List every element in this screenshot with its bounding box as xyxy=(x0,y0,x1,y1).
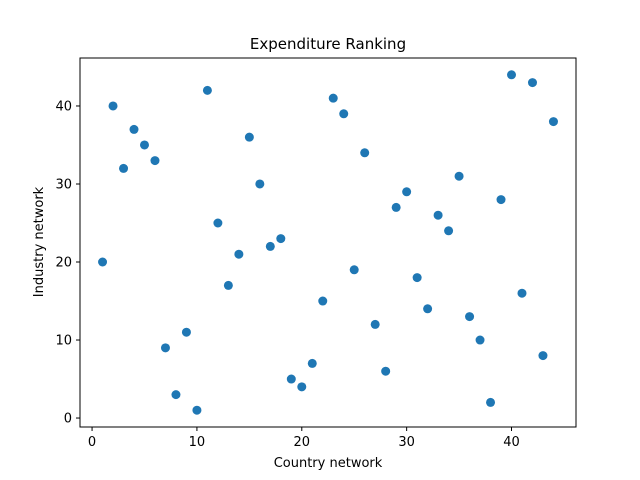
x-tick-label: 0 xyxy=(88,435,96,450)
y-tick-label: 10 xyxy=(55,334,72,349)
data-point xyxy=(202,85,212,95)
y-axis-ticks: 0 10 20 30 40 xyxy=(55,99,80,427)
y-tick-label: 20 xyxy=(55,256,72,271)
data-point xyxy=(507,70,517,80)
data-point xyxy=(98,257,108,267)
data-point xyxy=(402,187,412,197)
data-point xyxy=(360,148,370,158)
data-point xyxy=(234,249,244,259)
data-point xyxy=(171,390,181,400)
data-point xyxy=(328,93,338,103)
data-point xyxy=(297,382,307,392)
data-point xyxy=(129,124,139,134)
data-point xyxy=(423,304,433,314)
x-tick-label: 20 xyxy=(294,435,311,450)
x-tick-label: 40 xyxy=(503,435,520,450)
y-tick-label: 40 xyxy=(55,99,72,114)
data-point xyxy=(192,405,202,415)
data-point xyxy=(244,132,254,142)
y-tick-label: 0 xyxy=(64,412,72,427)
data-point xyxy=(538,351,548,361)
data-point xyxy=(486,397,496,407)
data-points xyxy=(98,70,558,415)
data-point xyxy=(307,358,317,368)
data-point xyxy=(119,163,129,173)
x-axis-ticks: 0 10 20 30 40 xyxy=(88,427,520,450)
x-tick-label: 30 xyxy=(398,435,415,450)
data-point xyxy=(318,296,328,306)
data-point xyxy=(548,117,558,127)
data-point xyxy=(108,101,118,111)
data-point xyxy=(517,288,527,298)
data-point xyxy=(139,140,149,150)
data-point xyxy=(496,195,506,205)
data-point xyxy=(339,109,349,119)
y-axis-label: Industry network xyxy=(32,186,47,297)
y-tick-label: 30 xyxy=(55,177,72,192)
data-point xyxy=(349,265,359,275)
data-point xyxy=(265,241,275,251)
data-point xyxy=(391,202,401,212)
data-point xyxy=(412,273,422,283)
data-point xyxy=(454,171,464,181)
plot-frame xyxy=(79,57,577,428)
data-point xyxy=(286,374,296,384)
data-point xyxy=(465,312,475,322)
data-point xyxy=(433,210,443,220)
x-tick-label: 10 xyxy=(189,435,206,450)
data-point xyxy=(213,218,223,228)
data-point xyxy=(475,335,485,345)
data-point xyxy=(255,179,265,189)
data-point xyxy=(276,234,286,244)
data-point xyxy=(381,366,391,376)
data-point xyxy=(223,280,233,290)
chart-title: Expenditure Ranking xyxy=(250,35,406,53)
x-axis-label: Country network xyxy=(274,456,383,471)
data-point xyxy=(160,343,170,353)
data-point xyxy=(444,226,454,236)
data-point xyxy=(527,78,537,88)
data-point xyxy=(370,319,380,329)
data-point xyxy=(181,327,191,337)
data-point xyxy=(150,156,160,166)
